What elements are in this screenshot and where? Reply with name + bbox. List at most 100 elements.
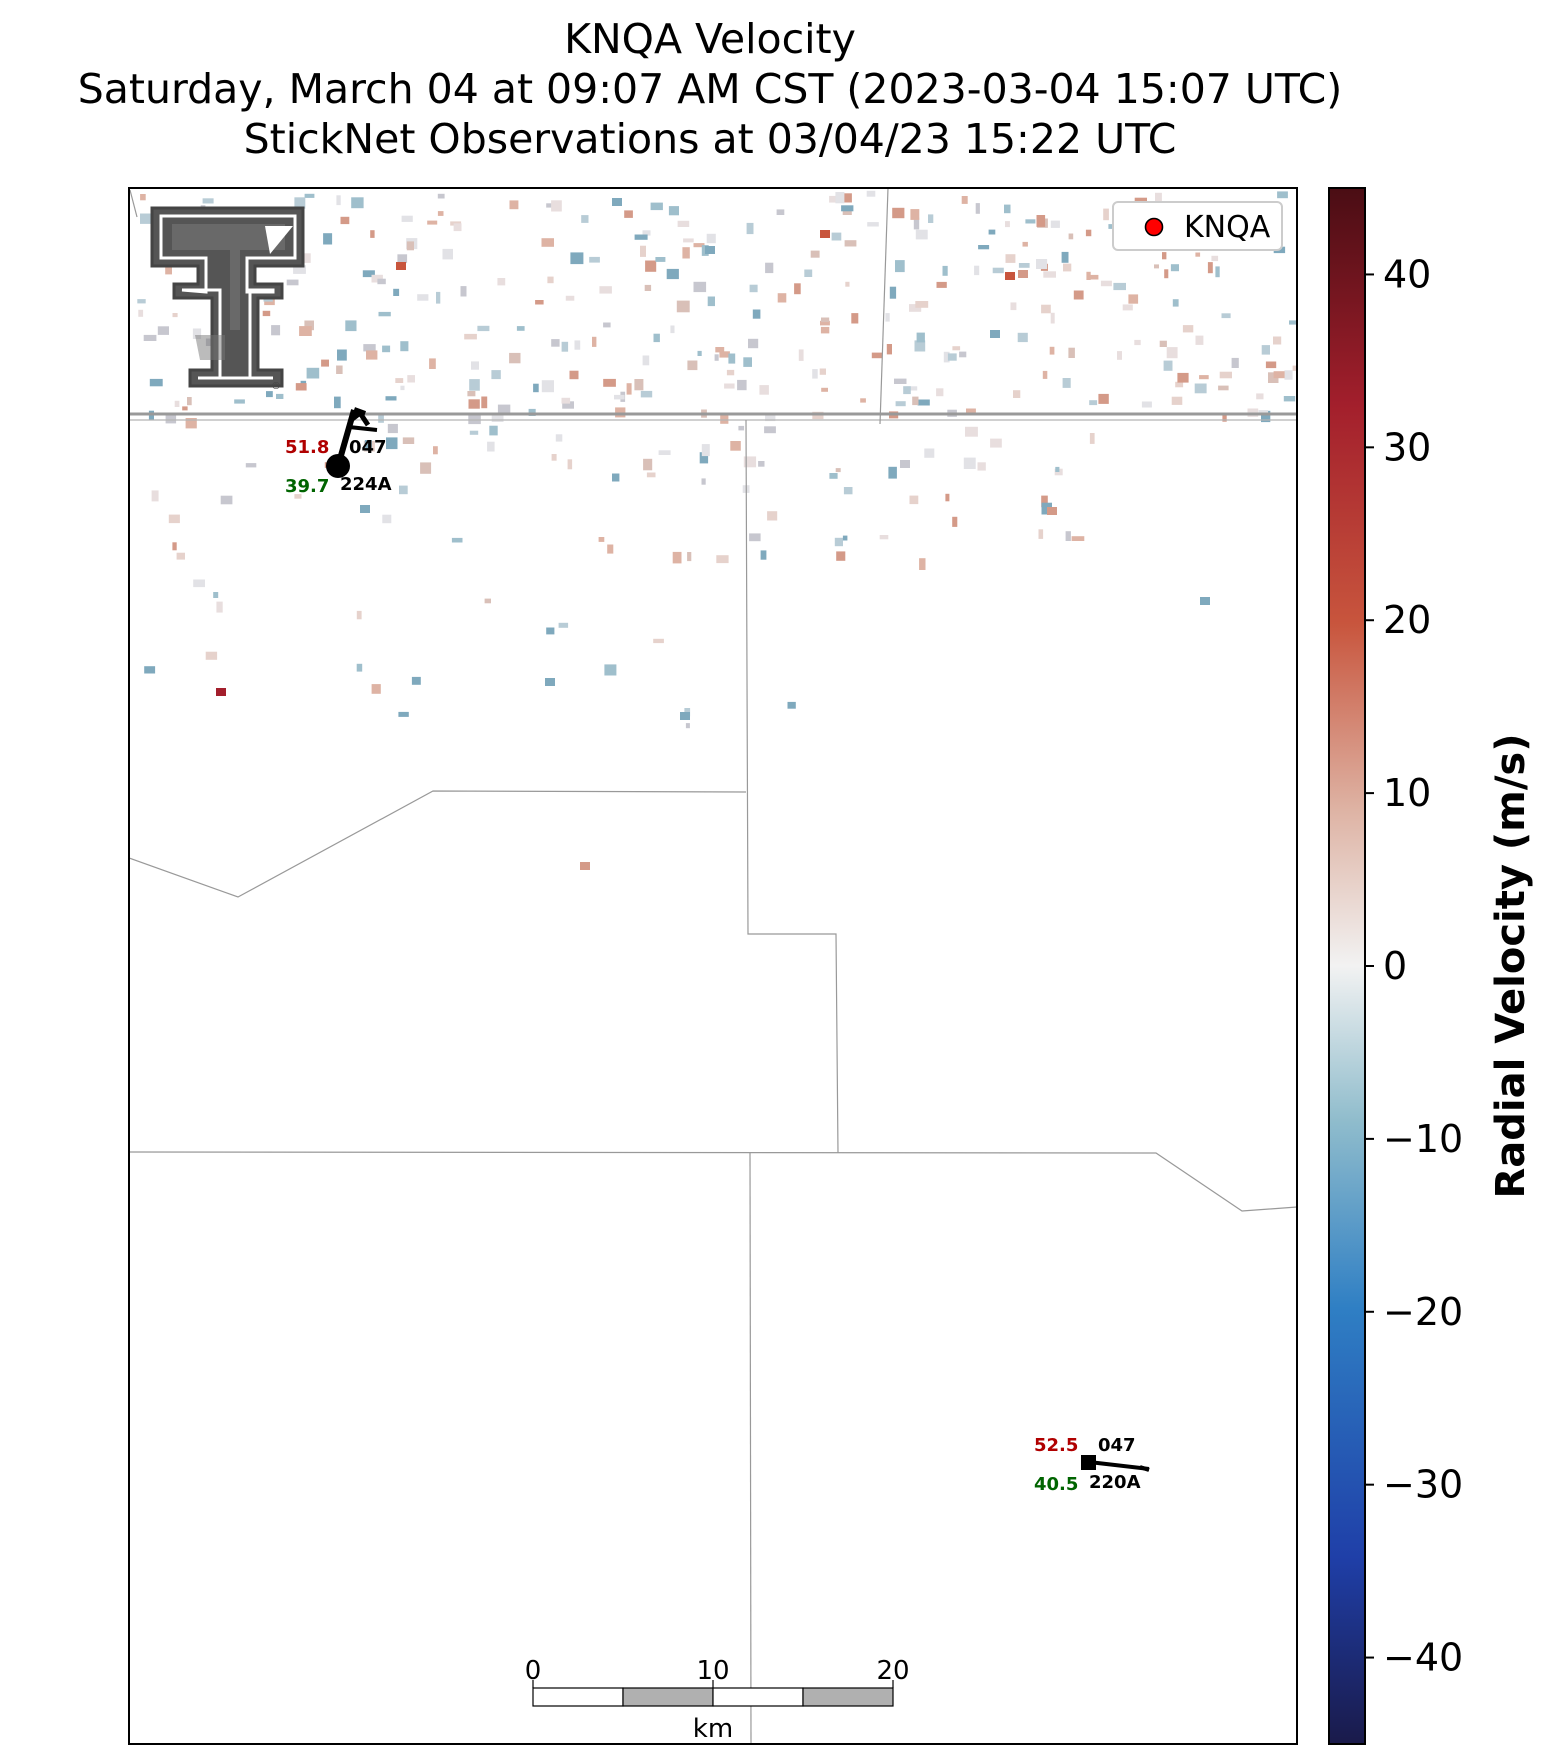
radar-gate <box>377 278 386 285</box>
radar-gate <box>385 396 397 401</box>
radar-gate <box>720 413 729 424</box>
radar-gate <box>646 472 656 478</box>
radar-gate <box>1062 378 1071 388</box>
colorbar: 40 30 20 10 0 −10 −20 −30 −40 Radial Velocity (m… <box>1328 187 1534 1745</box>
radar-gate <box>978 245 990 250</box>
radar-gate <box>1018 270 1028 278</box>
radar-gate <box>820 230 830 238</box>
title-line-1: KNQA Velocity <box>564 15 856 63</box>
radar-gate <box>489 425 498 436</box>
radar-gate <box>216 688 226 696</box>
radar-gate <box>400 341 409 352</box>
radar-gate <box>895 401 906 407</box>
radar-gate <box>464 333 477 340</box>
radar-gate <box>1085 229 1092 237</box>
radar-gate <box>914 340 926 352</box>
radar-gate <box>945 493 950 502</box>
radar-gate <box>378 413 384 423</box>
radar-gate <box>687 360 698 371</box>
radar-gate <box>614 394 625 400</box>
radar-gate <box>1289 320 1297 325</box>
radar-gate <box>144 666 156 674</box>
radar-gate <box>356 610 362 620</box>
radar-gate <box>1215 266 1220 278</box>
radar-gate <box>545 678 555 686</box>
station-plot-southeast: 52.5 047 40.5 220A <box>1034 1435 1150 1495</box>
radar-gate <box>990 330 1000 338</box>
radar-gate <box>794 283 801 295</box>
colorbar-tick-label: −10 <box>1383 1117 1463 1161</box>
radar-gate <box>469 379 480 391</box>
colorbar-tick-label: 30 <box>1383 425 1431 469</box>
radar-gate <box>640 390 653 398</box>
radar-gate <box>716 555 729 564</box>
radar-gate <box>406 241 414 251</box>
radar-gate <box>903 386 911 395</box>
radar-gate <box>442 248 453 260</box>
colorbar-gradient <box>1328 187 1366 1745</box>
radar-gate <box>337 349 347 361</box>
radar-gate <box>765 262 774 274</box>
radar-gate <box>286 279 299 286</box>
radar-gate <box>561 397 571 404</box>
radar-gate <box>599 286 612 294</box>
radar-gate <box>885 313 890 322</box>
radar-gate <box>892 207 905 219</box>
radar-gate <box>1049 346 1055 355</box>
radar-gate <box>804 269 813 277</box>
radar-gate <box>1195 335 1204 345</box>
radar-gate <box>1273 336 1282 345</box>
colorbar-tick-label: 20 <box>1383 598 1431 642</box>
radar-gate <box>851 313 859 324</box>
radar-gate <box>300 380 307 385</box>
radar-gate <box>528 408 536 416</box>
radar-gate <box>1086 274 1099 280</box>
radar-gate <box>1122 304 1133 311</box>
station-id: 047 <box>349 437 387 458</box>
radar-gate <box>1222 414 1227 422</box>
radar-gate <box>1068 347 1075 358</box>
radar-gate <box>1004 204 1011 214</box>
radar-gate <box>1256 393 1264 400</box>
radar-gate <box>860 398 866 403</box>
radar-gate <box>988 229 996 235</box>
radar-gate <box>990 438 1002 448</box>
radar-gate <box>293 265 306 274</box>
radar-gate <box>351 197 364 209</box>
radar-gate <box>168 514 180 524</box>
radar-gate <box>719 351 730 358</box>
radar-gate <box>407 375 415 383</box>
radar-gate <box>471 361 479 370</box>
radar-gate <box>767 511 778 521</box>
radar-gate <box>683 238 694 243</box>
radar-gate <box>764 426 776 434</box>
radar-gate <box>1170 264 1179 272</box>
radar-gate <box>562 401 574 409</box>
radar-gate <box>913 217 920 230</box>
radar-gate <box>1261 410 1271 423</box>
radar-gate <box>1219 371 1232 379</box>
radar-gate <box>1231 357 1239 368</box>
radar-gate <box>919 558 926 570</box>
radar-gate <box>271 325 281 336</box>
radar-gate <box>264 298 275 306</box>
radar-gate <box>952 516 958 527</box>
radar-gate <box>533 383 539 393</box>
radar-gate <box>1055 466 1060 472</box>
radar-gate <box>915 301 929 308</box>
scale-bar: 0 10 20 km <box>525 1656 910 1744</box>
station-marker-icon <box>326 454 350 478</box>
radar-gate <box>400 385 405 391</box>
radar-gate <box>216 601 223 613</box>
radar-gate <box>395 378 404 383</box>
radar-gate <box>468 412 481 425</box>
radar-gate <box>963 457 976 469</box>
radar-gate <box>137 299 146 304</box>
radar-gate <box>1022 241 1028 247</box>
radar-gate <box>451 537 463 543</box>
radar-gate <box>580 862 590 870</box>
radar-gate <box>693 281 707 293</box>
radar-gate <box>567 459 573 470</box>
radar-gate <box>677 220 690 227</box>
